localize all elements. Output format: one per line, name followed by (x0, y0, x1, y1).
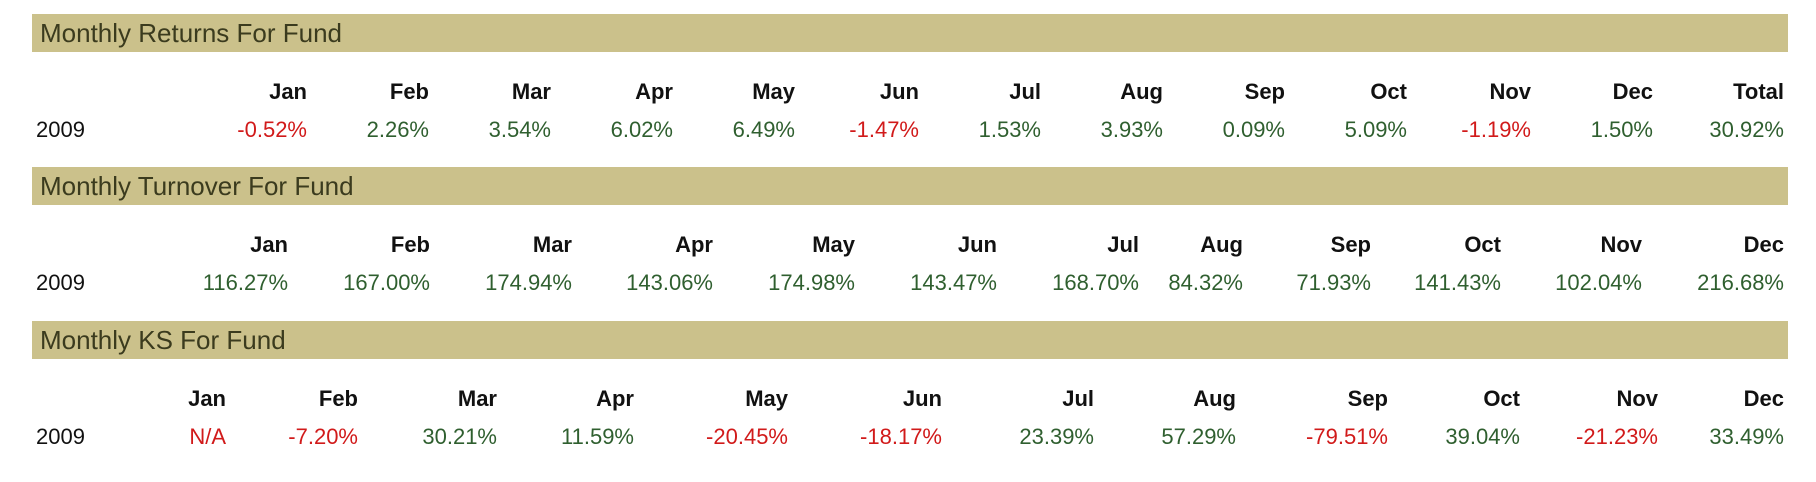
returns-year: 2009 (36, 117, 85, 142)
ks-header-mar: Mar (457, 386, 497, 411)
returns-value-jun: -1.47% (849, 117, 919, 142)
turnover-year: 2009 (36, 270, 85, 295)
returns-table: 2009 Jan Feb Mar Apr May Jun Jul Aug Sep… (32, 52, 1788, 166)
returns-header-apr: Apr (635, 79, 673, 104)
ks-value-apr: 11.59% (561, 424, 634, 449)
returns-value-apr: 6.02% (610, 117, 673, 142)
turnover-value-jan: 116.27% (202, 270, 288, 295)
ks-header-jul: Jul (1062, 386, 1094, 411)
returns-header-total: Total (1733, 79, 1784, 104)
turnover-value-feb: 167.00% (343, 270, 430, 295)
returns-header-may: May (752, 79, 795, 104)
turnover-header-aug: Aug (1200, 232, 1243, 257)
returns-header-jan: Jan (269, 79, 307, 104)
returns-header-jun: Jun (879, 79, 919, 104)
turnover-value-may: 174.98% (768, 270, 855, 295)
turnover-title-bar: Monthly Turnover For Fund (32, 167, 1788, 205)
ks-value-may: -20.45% (706, 424, 788, 449)
returns-value-nov: -1.19% (1461, 117, 1531, 142)
returns-section: Monthly Returns For Fund 2009 Jan Feb Ma… (32, 14, 1788, 166)
turnover-header-dec: Dec (1743, 232, 1784, 257)
ks-header-feb: Feb (318, 386, 358, 411)
returns-value-sep: 0.09% (1222, 117, 1285, 142)
turnover-header-feb: Feb (390, 232, 430, 257)
ks-value-mar: 30.21% (422, 424, 497, 449)
returns-header-sep: Sep (1244, 79, 1285, 104)
returns-value-dec: 1.50% (1590, 117, 1653, 142)
returns-value-mar: 3.54% (488, 117, 551, 142)
ks-value-sep: -79.51% (1306, 424, 1388, 449)
ks-header-nov: Nov (1616, 386, 1658, 411)
turnover-header-oct: Oct (1464, 232, 1501, 257)
ks-header-may: May (745, 386, 788, 411)
turnover-header-may: May (812, 232, 855, 257)
turnover-header-apr: Apr (675, 232, 713, 257)
turnover-value-jul: 168.70% (1052, 270, 1139, 295)
ks-title: Monthly KS For Fund (40, 324, 286, 355)
returns-title-bar: Monthly Returns For Fund (32, 14, 1788, 52)
ks-value-dec: 33.49% (1709, 424, 1784, 449)
turnover-header-jun: Jun (957, 232, 997, 257)
returns-value-feb: 2.26% (366, 117, 429, 142)
turnover-header-mar: Mar (532, 232, 572, 257)
turnover-header-nov: Nov (1600, 232, 1642, 257)
turnover-value-mar: 174.94% (485, 270, 572, 295)
ks-value-aug: 57.29% (1161, 424, 1236, 449)
turnover-table: 2009 Jan Feb Mar Apr May Jun Jul Aug Sep… (32, 205, 1788, 319)
ks-value-nov: -21.23% (1576, 424, 1658, 449)
turnover-section: Monthly Turnover For Fund 2009 Jan Feb M… (32, 167, 1788, 319)
returns-value-may: 6.49% (732, 117, 795, 142)
ks-header-jan: Jan (188, 386, 226, 411)
returns-value-oct: 5.09% (1344, 117, 1407, 142)
ks-value-oct: 39.04% (1445, 424, 1520, 449)
ks-header-sep: Sep (1347, 386, 1388, 411)
returns-header-jul: Jul (1009, 79, 1041, 104)
turnover-header-jul: Jul (1107, 232, 1139, 257)
turnover-value-apr: 143.06% (626, 270, 713, 295)
ks-header-jun: Jun (902, 386, 942, 411)
turnover-value-jun: 143.47% (910, 270, 997, 295)
returns-value-jan: -0.52% (237, 117, 307, 142)
ks-year: 2009 (36, 424, 85, 449)
returns-header-feb: Feb (389, 79, 429, 104)
returns-header-nov: Nov (1489, 79, 1531, 104)
ks-header-dec: Dec (1743, 386, 1784, 411)
turnover-title: Monthly Turnover For Fund (40, 170, 354, 201)
ks-value-jan: N/A (189, 424, 226, 449)
ks-value-feb: -7.20% (288, 424, 358, 449)
returns-header-dec: Dec (1612, 79, 1653, 104)
turnover-value-dec: 216.68% (1697, 270, 1784, 295)
turnover-header-sep: Sep (1330, 232, 1371, 257)
returns-value-total: 30.92% (1709, 117, 1784, 142)
returns-header-mar: Mar (511, 79, 551, 104)
turnover-header-jan: Jan (250, 232, 288, 257)
ks-header-apr: Apr (596, 386, 634, 411)
ks-value-jul: 23.39% (1019, 424, 1094, 449)
turnover-value-oct: 141.43% (1414, 270, 1501, 295)
returns-header-oct: Oct (1370, 79, 1407, 104)
returns-header-aug: Aug (1120, 79, 1163, 104)
ks-value-jun: -18.17% (860, 424, 942, 449)
ks-table: 2009 Jan Feb Mar Apr May Jun Jul Aug Sep… (32, 359, 1788, 473)
ks-header-aug: Aug (1193, 386, 1236, 411)
returns-value-jul: 1.53% (978, 117, 1041, 142)
turnover-value-aug: 84.32% (1168, 270, 1243, 295)
ks-section: Monthly KS For Fund 2009 Jan Feb Mar Apr… (32, 321, 1788, 473)
ks-title-bar: Monthly KS For Fund (32, 321, 1788, 359)
returns-value-aug: 3.93% (1100, 117, 1163, 142)
returns-title: Monthly Returns For Fund (40, 17, 343, 48)
turnover-value-sep: 71.93% (1296, 270, 1371, 295)
ks-header-oct: Oct (1483, 386, 1520, 411)
turnover-value-nov: 102.04% (1555, 270, 1642, 295)
